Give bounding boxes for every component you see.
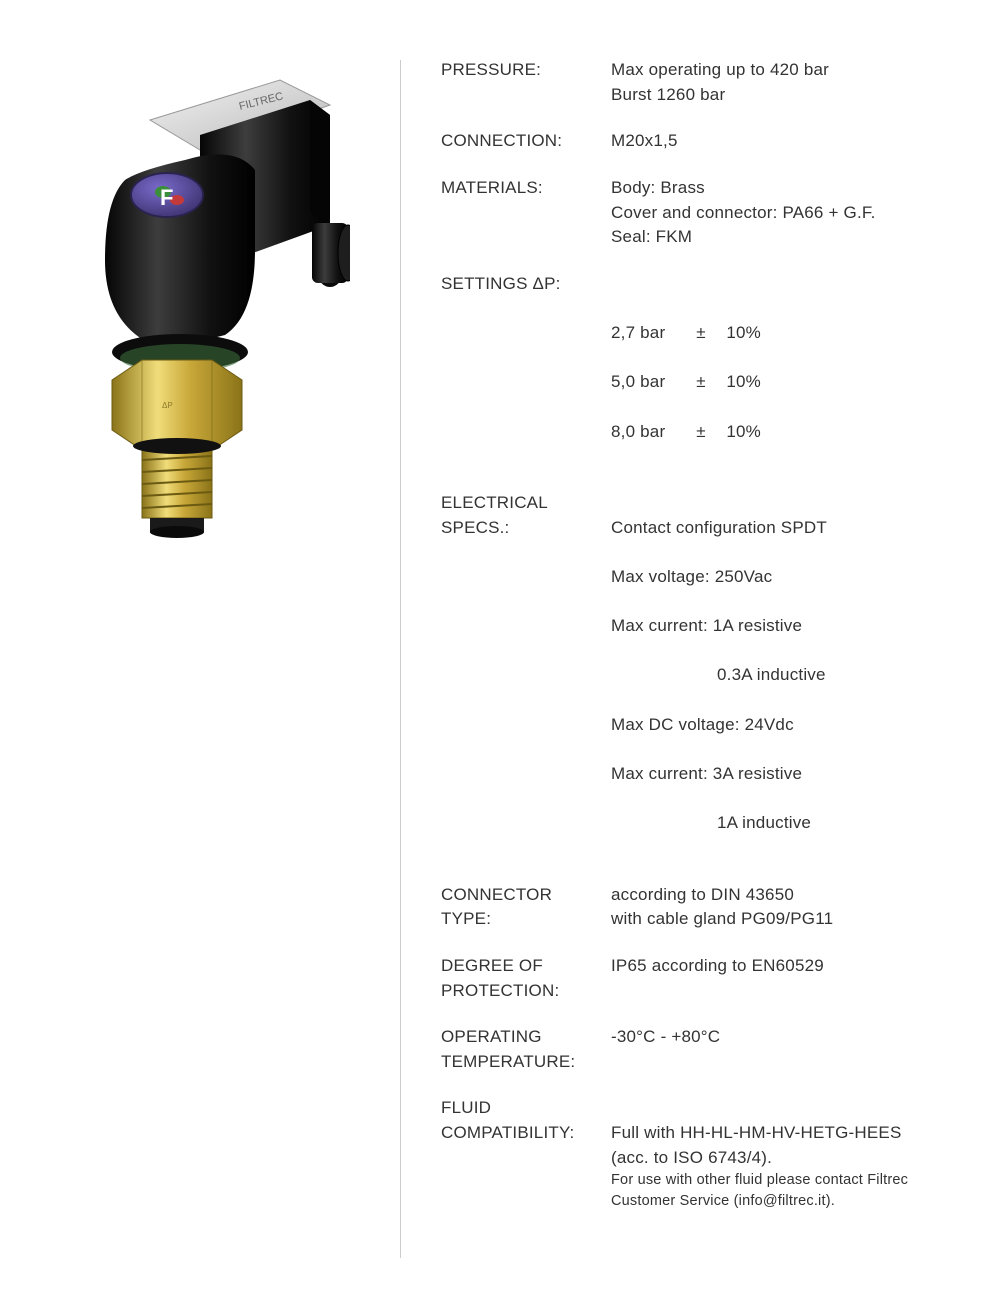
spec-value: Contact configuration SPDT Max voltage: … (611, 491, 950, 861)
spec-value: according to DIN 43650 with cable gland … (611, 883, 950, 932)
spec-value: Max operating up to 420 bar Burst 1260 b… (611, 58, 950, 107)
logo-letter: F (160, 185, 173, 210)
spec-materials: MATERIALS: Body: Brass Cover and connect… (441, 176, 950, 250)
specifications: PRESSURE: Max operating up to 420 bar Bu… (441, 50, 950, 1258)
spec-pressure: PRESSURE: Max operating up to 420 bar Bu… (441, 58, 950, 107)
spec-electrical: ELECTRICAL SPECS.: Contact configuration… (441, 491, 950, 861)
product-render: FILTREC F (50, 60, 350, 540)
spec-fluid: FLUID COMPATIBILITY: Full with HH-HL-HM-… (441, 1096, 950, 1235)
spec-connection: CONNECTION: M20x1,5 (441, 129, 950, 154)
spec-label: PRESSURE: (441, 58, 611, 107)
product-image-column: FILTREC F (40, 50, 360, 1258)
spec-value: Full with HH-HL-HM-HV-HETG-HEES (acc. to… (611, 1096, 950, 1235)
spec-value: 2,7 bar±10% 5,0 bar±10% 8,0 bar±10% (611, 272, 950, 469)
spec-connector-type: CONNECTOR TYPE: according to DIN 43650 w… (441, 883, 950, 932)
spec-value: M20x1,5 (611, 129, 950, 154)
spec-value: -30°C - +80°C (611, 1025, 950, 1074)
vertical-divider (400, 60, 401, 1258)
spec-label: MATERIALS: (441, 176, 611, 250)
spec-label: SETTINGS ΔP: (441, 272, 611, 469)
svg-text:ΔP: ΔP (162, 401, 173, 410)
spec-label: ELECTRICAL SPECS.: (441, 491, 611, 861)
spec-value: IP65 according to EN60529 (611, 954, 950, 1003)
spec-label: DEGREE OF PROTECTION: (441, 954, 611, 1003)
spec-label: CONNECTION: (441, 129, 611, 154)
spec-settings: SETTINGS ΔP: 2,7 bar±10% 5,0 bar±10% 8,0… (441, 272, 950, 469)
spec-label: FLUID COMPATIBILITY: (441, 1096, 611, 1235)
spec-label: OPERATING TEMPERATURE: (441, 1025, 611, 1074)
spec-protection: DEGREE OF PROTECTION: IP65 according to … (441, 954, 950, 1003)
spec-temperature: OPERATING TEMPERATURE: -30°C - +80°C (441, 1025, 950, 1074)
spec-value: Body: Brass Cover and connector: PA66 + … (611, 176, 950, 250)
spec-label: CONNECTOR TYPE: (441, 883, 611, 932)
